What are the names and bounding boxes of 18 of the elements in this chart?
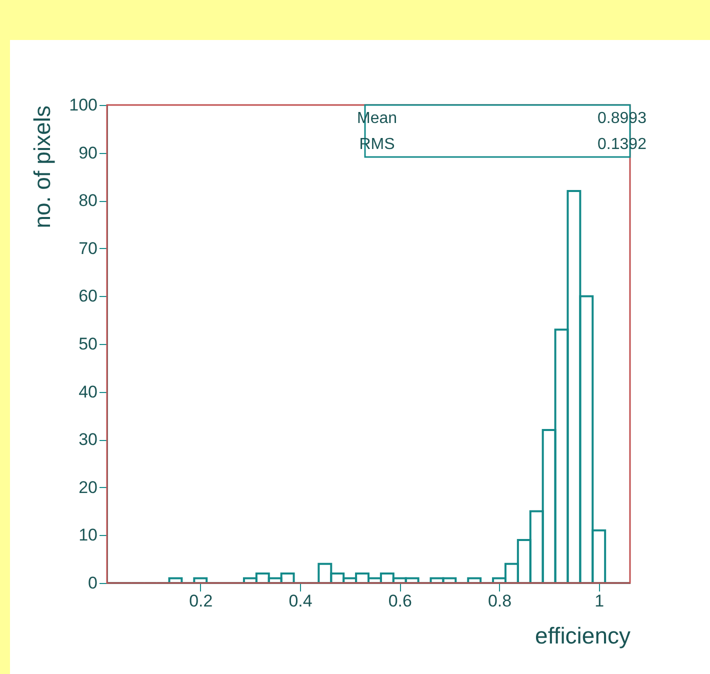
- y-axis-title: no. of pixels: [29, 106, 56, 228]
- x-tick-label: 0.8: [488, 592, 512, 610]
- x-tick-label: 1: [594, 592, 604, 610]
- y-tick-label: 80: [78, 191, 98, 210]
- x-tick-label: 0.4: [288, 592, 312, 610]
- y-tick-label: 10: [78, 526, 98, 545]
- x-axis-title: efficiency: [535, 622, 631, 648]
- x-tick-label: 0.6: [388, 592, 412, 610]
- y-tick-label: 20: [78, 478, 98, 497]
- y-tick-label: 0: [88, 574, 98, 592]
- y-tick-label: 50: [78, 334, 98, 354]
- y-tick-label: 70: [78, 238, 98, 258]
- y-tick-label: 30: [78, 430, 98, 450]
- y-tick-label: 90: [78, 143, 98, 162]
- x-tick-label: 0.2: [189, 592, 213, 610]
- y-tick-label: 100: [69, 96, 98, 114]
- y-tick-label: 40: [78, 382, 98, 402]
- y-tick-label: 60: [78, 286, 98, 306]
